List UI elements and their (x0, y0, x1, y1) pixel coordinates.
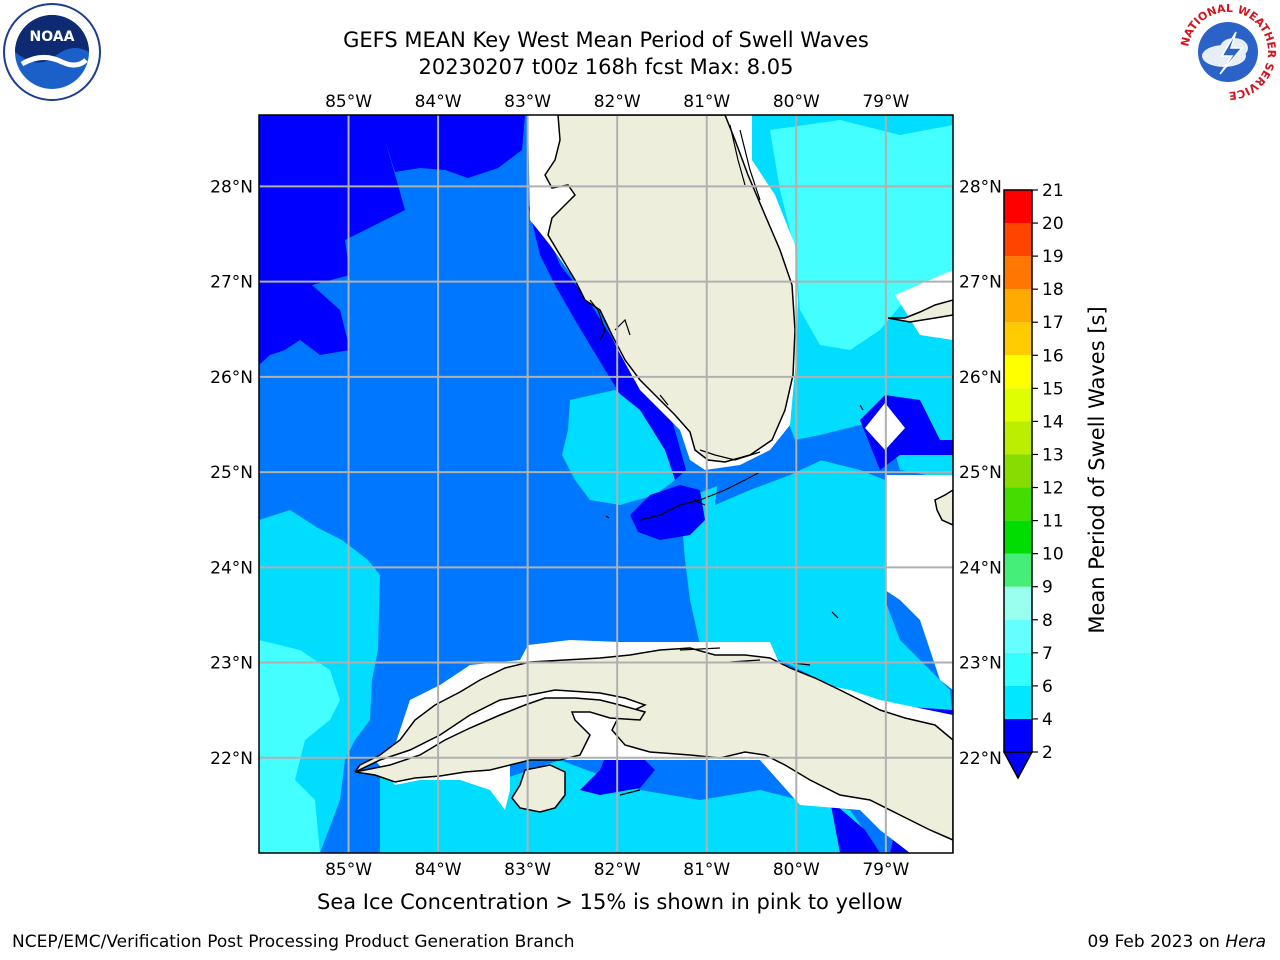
colorbar-band (1004, 223, 1032, 257)
colorbar-tick-label: 19 (1042, 247, 1064, 267)
lat-label-right: 26°N (959, 368, 1002, 388)
colorbar-band (1004, 355, 1032, 389)
footer-date: 09 Feb 2023 on Hera (1088, 932, 1266, 952)
colorbar-band (1004, 553, 1032, 587)
colorbar-band (1004, 190, 1032, 224)
colorbar-band (1004, 652, 1032, 686)
lat-label-right: 25°N (959, 463, 1002, 483)
noaa-logo-text: NOAA (30, 29, 75, 45)
colorbar-band (1004, 487, 1032, 521)
colorbar-tick-label: 11 (1042, 512, 1064, 532)
colorbar-band (1004, 388, 1032, 422)
land-bahamas (887, 299, 953, 323)
colorbar-band (1004, 586, 1032, 620)
lon-label-top: 82°W (594, 92, 641, 112)
colorbar-band (1004, 289, 1032, 323)
colorbar-band (1004, 685, 1032, 719)
colorbar-tick-label: 15 (1042, 379, 1064, 399)
lon-label-bottom: 85°W (325, 860, 372, 880)
footer-host: Hera (1225, 932, 1266, 952)
colorbar-band (1004, 322, 1032, 356)
lon-label-bottom: 79°W (862, 860, 909, 880)
colorbar-tick-label: 2 (1042, 743, 1053, 763)
colorbar-tick-label: 20 (1042, 214, 1064, 234)
nws-logo: NATIONAL WEATHER SERVICE (1178, 2, 1278, 102)
lon-label-bottom: 84°W (415, 860, 462, 880)
lat-label-right: 24°N (959, 558, 1002, 578)
field-deep-blue-northwest (259, 115, 525, 365)
lon-label-top: 81°W (683, 92, 730, 112)
field-deep-blue-coast (528, 205, 686, 480)
lat-label-right: 22°N (959, 749, 1002, 769)
lon-label-bottom: 81°W (683, 860, 730, 880)
colorbar-tick-label: 14 (1042, 412, 1064, 432)
colorbar-band (1004, 454, 1032, 488)
colorbar-tick-label: 16 (1042, 346, 1064, 366)
colorbar-tick-label: 6 (1042, 677, 1053, 697)
field-deep-blue-south-east (830, 800, 880, 853)
lat-label-left: 27°N (210, 273, 253, 293)
colorbar-band (1004, 718, 1032, 752)
colorbar-tick-label: 8 (1042, 611, 1053, 631)
lon-label-top: 85°W (325, 92, 372, 112)
graticule-labels: 85°W 85°W 84°W 84°W 83°W 83°W 82°W 82°W 81°W 81°W… (210, 92, 1002, 880)
colorbar-tick-label: 7 (1042, 644, 1053, 664)
chart-subtitle: 20230207 t00z 168h fcst Max: 8.05 (418, 55, 794, 79)
colorbar-band (1004, 256, 1032, 290)
colorbar: 2 4 6 7 8 9 10 11 12 13 14 15 16 17 18 19 20 21 (1002, 181, 1064, 780)
colorbar-band (1004, 520, 1032, 554)
colorbar-tick-label: 21 (1042, 181, 1064, 201)
colorbar-band (1004, 421, 1032, 455)
chart-title: GEFS MEAN Key West Mean Period of Swell … (343, 28, 869, 52)
colorbar-band (1004, 619, 1032, 653)
colorbar-frame (1003, 189, 1033, 753)
lat-label-left: 25°N (210, 463, 253, 483)
colorbar-tick-label: 12 (1042, 479, 1064, 499)
colorbar-tick-label: 18 (1042, 280, 1064, 300)
lat-label-left: 24°N (210, 558, 253, 578)
lon-label-bottom: 82°W (594, 860, 641, 880)
map-frame (258, 114, 954, 854)
lat-label-left: 26°N (210, 368, 253, 388)
lon-label-top: 83°W (504, 92, 551, 112)
nodata-bahamas-right (885, 475, 953, 690)
colorbar-tick-label: 4 (1042, 710, 1053, 730)
lat-label-left: 22°N (210, 749, 253, 769)
lon-label-bottom: 83°W (504, 860, 551, 880)
land-isla-juventud (511, 764, 566, 813)
land-cuba-west (354, 697, 647, 783)
lat-label-left: 28°N (210, 177, 253, 197)
field-light-blue-straits (680, 460, 953, 720)
graticule (259, 115, 953, 853)
colorbar-tick-label: 13 (1042, 445, 1064, 465)
lat-label-left: 23°N (210, 654, 253, 674)
lat-label-right: 28°N (959, 177, 1002, 197)
land-andros (934, 489, 953, 526)
lon-label-top: 84°W (415, 92, 462, 112)
lon-label-bottom: 80°W (773, 860, 820, 880)
footer-date-text: 09 Feb 2023 on (1087, 932, 1226, 952)
nodata-andros (895, 270, 953, 340)
field-cyan-southwest (259, 640, 340, 853)
colorbar-title: Mean Period of Swell Waves [s] (1085, 306, 1109, 634)
noaa-logo: NOAA (2, 2, 102, 102)
field-deep-blue-keys (630, 485, 705, 540)
lon-label-top: 80°W (773, 92, 820, 112)
colorbar-tick-label: 10 (1042, 545, 1064, 565)
colorbar-tick-label: 17 (1042, 313, 1064, 333)
field-light-blue-central (562, 390, 675, 505)
colorbar-tick-label: 9 (1042, 578, 1053, 598)
lat-label-right: 27°N (959, 273, 1002, 293)
lon-label-top: 79°W (862, 92, 909, 112)
footer-branch: NCEP/EMC/Verification Post Processing Pr… (12, 932, 575, 952)
lat-label-right: 23°N (959, 654, 1002, 674)
sea-ice-note: Sea Ice Concentration > 15% is shown in … (317, 890, 903, 914)
colorbar-extend-min (1002, 751, 1034, 780)
land-florida (544, 115, 796, 463)
